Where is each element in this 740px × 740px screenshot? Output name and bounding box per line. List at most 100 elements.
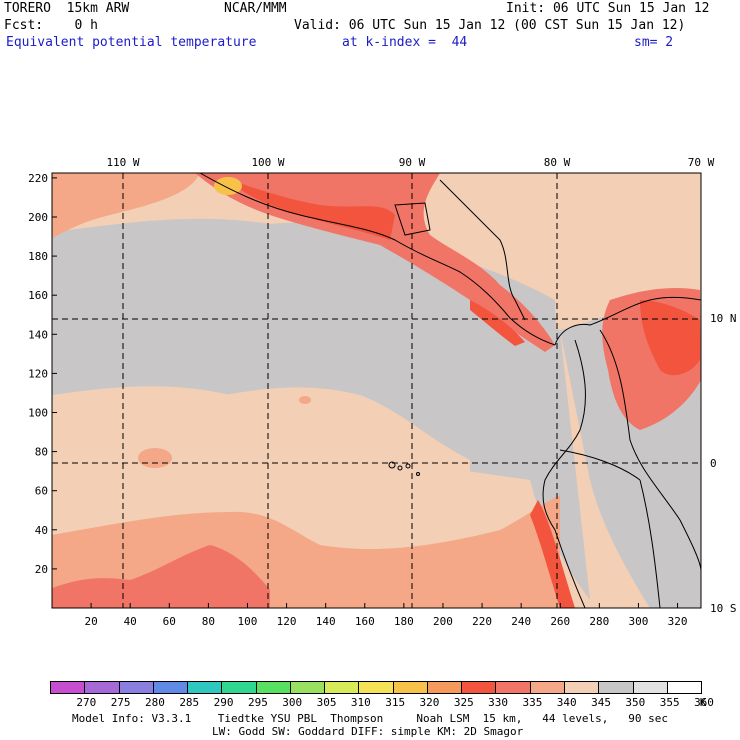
caribbean-coast xyxy=(439,179,526,321)
lon-label: 90 W xyxy=(399,156,426,169)
colorbar-label: 325 xyxy=(453,696,474,709)
lon-label: 100 W xyxy=(251,156,284,169)
colorbar-label: 285 xyxy=(179,696,200,709)
colorbar-label: 330 xyxy=(488,696,509,709)
colorbar-label: 295 xyxy=(247,696,268,709)
y-tick-label: 200 xyxy=(28,211,48,224)
colorbar-swatch xyxy=(290,682,326,693)
x-tick-label: 260 xyxy=(550,615,570,628)
colorbar-label: 305 xyxy=(316,696,337,709)
panama-colombia-coast xyxy=(554,296,701,346)
pacific-coast-central-america xyxy=(199,173,556,346)
warm-spot xyxy=(214,177,242,195)
colorbar-label: 310 xyxy=(350,696,371,709)
y-tick-label: 40 xyxy=(35,524,48,537)
colorbar-label: 275 xyxy=(110,696,131,709)
tan-tongue xyxy=(200,387,470,480)
y-tick-label: 80 xyxy=(35,446,48,459)
ecuador-border xyxy=(559,449,641,481)
y-tick-label: 20 xyxy=(35,563,48,576)
lon-label: 110 W xyxy=(106,156,139,169)
colorbar-swatch xyxy=(85,682,120,693)
colorbar-unit: K xyxy=(699,696,707,709)
colorbar-label: 290 xyxy=(213,696,234,709)
colorbar-swatch xyxy=(633,682,668,693)
y-tick-label: 100 xyxy=(28,406,48,419)
colorbar-label: 335 xyxy=(522,696,543,709)
colorbar-swatch xyxy=(153,682,189,693)
salmon-patch xyxy=(138,448,172,468)
y-tick-label: 160 xyxy=(28,289,48,302)
colorbar-label: 280 xyxy=(145,696,165,709)
model-info: Model Info: V3.3.1 Tiedtke YSU PBL Thomp… xyxy=(72,712,669,725)
colorbar-swatch xyxy=(188,682,223,693)
colorbar-swatch xyxy=(393,682,428,693)
lat-label: 10 S xyxy=(710,602,737,615)
south-america-pacific-coast xyxy=(542,339,586,608)
y-tick-label: 180 xyxy=(28,250,48,263)
axis-labels: 220 200 180 160 140 120 100 80 60 40 20 20 40 60 80 100… xyxy=(28,156,736,628)
colorbar-swatch xyxy=(462,682,497,693)
x-tick-label: 120 xyxy=(277,615,297,628)
colorbar-label: 300 xyxy=(282,696,303,709)
lon-label: 80 W xyxy=(544,156,571,169)
x-tick-label: 280 xyxy=(589,615,609,628)
forecast-hour: Fcst: 0 h xyxy=(4,18,98,33)
colorbar-label: 340 xyxy=(556,696,577,709)
x-tick-label: 240 xyxy=(511,615,531,628)
colorbar-labels: 270 275 280 285 290 295 300 305 310 315 320 325 330 3… xyxy=(50,696,714,710)
colorbar-swatch xyxy=(51,682,86,693)
graticule xyxy=(52,173,701,608)
colorbar-swatch xyxy=(222,682,257,693)
colorbar-swatch xyxy=(530,682,565,693)
valid-time: Valid: 06 UTC Sun 15 Jan 12 (00 CST Sun … xyxy=(294,18,686,33)
physics-info: LW: Godd SW: Goddard DIFF: simple KM: 2D… xyxy=(212,725,524,738)
colorbar-swatch xyxy=(359,682,394,693)
y-tick-label: 140 xyxy=(28,328,48,341)
field-shading xyxy=(52,173,701,608)
lat-label: 10 N xyxy=(710,312,737,325)
x-tick-label: 100 xyxy=(238,615,258,628)
y-tick-label: 220 xyxy=(28,172,48,185)
init-time: Init: 06 UTC Sun 15 Jan 12 xyxy=(506,1,710,16)
colorbar-label: 355 xyxy=(659,696,680,709)
map-frame xyxy=(51,172,702,609)
colorbar-swatch xyxy=(427,682,463,693)
coastlines xyxy=(199,173,701,608)
y-tick-label: 60 xyxy=(35,485,48,498)
darkred-mexico xyxy=(230,180,395,240)
colorbar xyxy=(50,681,702,694)
salmon-northwest xyxy=(52,173,200,238)
axis-ticks xyxy=(52,177,679,608)
x-tick-label: 220 xyxy=(472,615,492,628)
colorbar-label: 315 xyxy=(385,696,406,709)
colorbar-label: 320 xyxy=(419,696,440,709)
red-south xyxy=(52,545,270,608)
colorbar-label: 350 xyxy=(625,696,646,709)
field-name: Equivalent potential temperature xyxy=(6,35,257,50)
grey-band-east xyxy=(400,290,590,600)
x-tick-label: 320 xyxy=(668,615,688,628)
colorbar-swatch xyxy=(119,682,154,693)
organization: NCAR/MMM xyxy=(224,1,287,16)
salmon-speck xyxy=(299,396,311,404)
lon-label: 70 W xyxy=(688,156,715,169)
x-tick-label: 60 xyxy=(163,615,176,628)
lat-label: 0 xyxy=(710,457,717,470)
x-tick-label: 80 xyxy=(202,615,215,628)
colorbar-swatch xyxy=(256,682,291,693)
x-tick-label: 300 xyxy=(629,615,649,628)
x-tick-label: 200 xyxy=(433,615,453,628)
colorbar-swatch xyxy=(325,682,360,693)
colorbar-label: 345 xyxy=(591,696,611,709)
smoothing-info: sm= 2 xyxy=(634,35,674,50)
peru-border xyxy=(639,479,661,608)
model-name: TORERO 15km ARW xyxy=(4,1,130,16)
colombia-border xyxy=(599,329,701,571)
level-info: at k-index = 44 xyxy=(342,35,468,50)
colorbar-swatch xyxy=(667,682,702,693)
galapagos-2 xyxy=(397,465,403,471)
galapagos-3 xyxy=(405,463,411,469)
colorbar-label: 270 xyxy=(76,696,97,709)
